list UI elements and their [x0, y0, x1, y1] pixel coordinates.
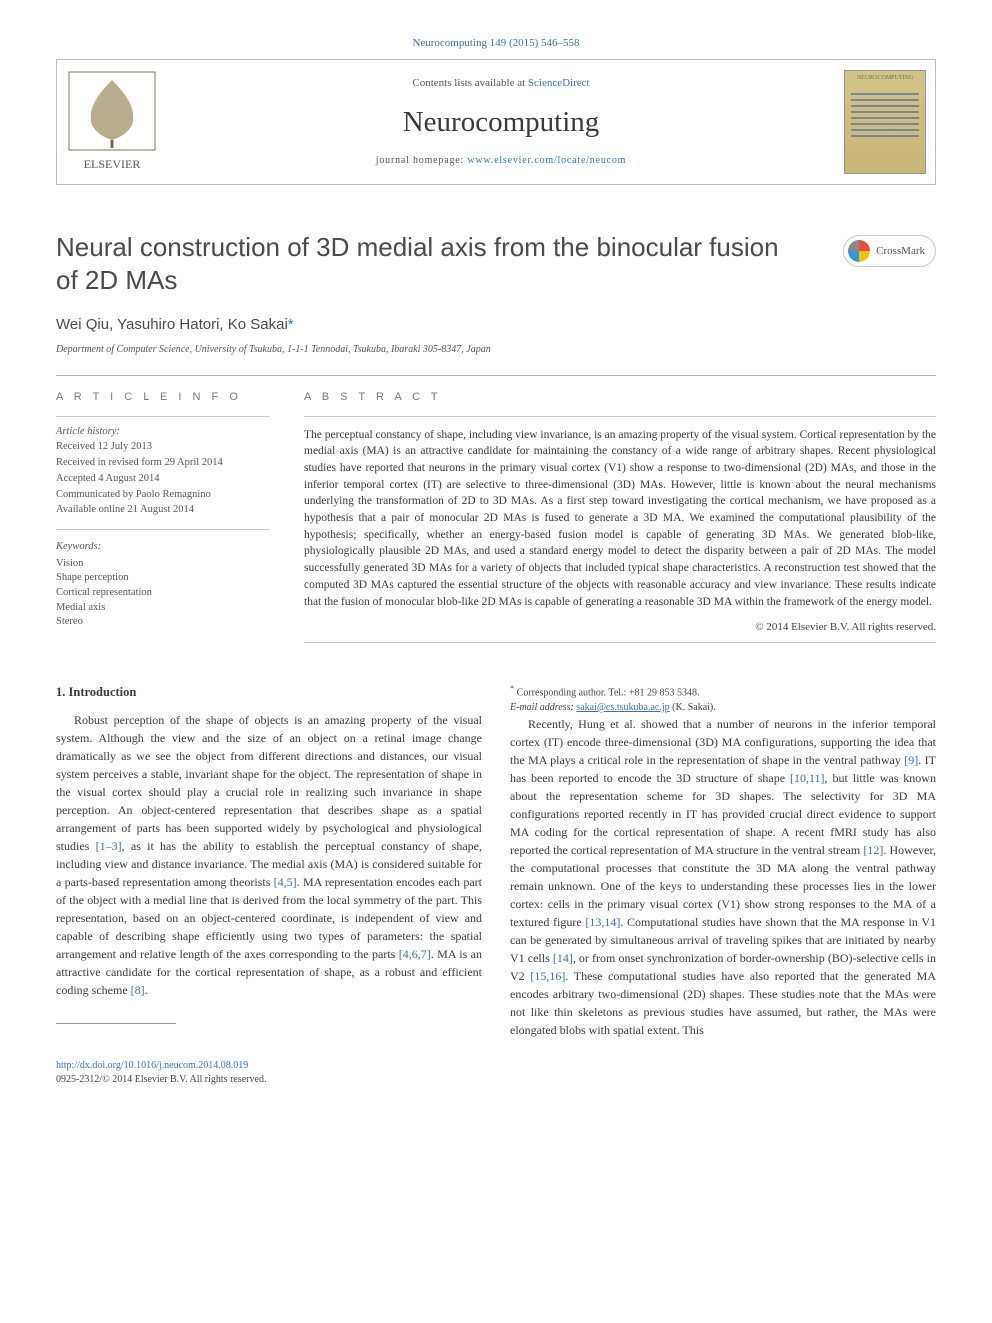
doi-link[interactable]: http://dx.doi.org/10.1016/j.neucom.2014.…	[56, 1060, 248, 1071]
journal-title: Neurocomputing	[403, 102, 600, 143]
email-footnote: E-mail address: sakai@cs.tsukuba.ac.jp (…	[510, 700, 936, 715]
ref-link[interactable]: [14]	[553, 951, 573, 965]
crossmark-label: CrossMark	[876, 244, 925, 259]
p1-e: .	[145, 983, 148, 997]
page: Neurocomputing 149 (2015) 546–558 ELSEVI…	[0, 0, 992, 1127]
article-info-heading: A R T I C L E I N F O	[56, 390, 270, 405]
cover-label: NEUROCOMPUTING	[845, 74, 925, 82]
corr-symbol: *	[510, 684, 514, 693]
abstract-text: The perceptual constancy of shape, inclu…	[304, 427, 936, 610]
authors-text: Wei Qiu, Yasuhiro Hatori, Ko Sakai	[56, 316, 288, 333]
history-revised: Received in revised form 29 April 2014	[56, 456, 270, 471]
body-columns: 1. Introduction Robust perception of the…	[56, 683, 936, 1039]
keyword-item: Medial axis	[56, 601, 270, 616]
keywords-label: Keywords:	[56, 540, 270, 555]
ref-link[interactable]: [1–3]	[96, 839, 122, 853]
rule-above-info	[56, 375, 936, 376]
history-label: Article history:	[56, 425, 270, 440]
ref-link[interactable]: [12]	[863, 843, 883, 857]
crossmark-icon	[848, 240, 870, 262]
ref-link[interactable]: [4,5]	[274, 875, 297, 889]
header-center: Contents lists available at ScienceDirec…	[167, 60, 835, 184]
p2-g: . These computational studies have also …	[510, 969, 936, 1037]
page-footer: http://dx.doi.org/10.1016/j.neucom.2014.…	[56, 1059, 936, 1087]
history-accepted: Accepted 4 August 2014	[56, 472, 270, 487]
author-list: Wei Qiu, Yasuhiro Hatori, Ko Sakai*	[56, 314, 936, 335]
ref-link[interactable]: [13,14]	[585, 915, 620, 929]
keyword-item: Stereo	[56, 615, 270, 630]
history-received: Received 12 July 2013	[56, 440, 270, 455]
ref-link[interactable]: [10,11]	[790, 771, 825, 785]
citation-line: Neurocomputing 149 (2015) 546–558	[56, 36, 936, 51]
abstract-column: A B S T R A C T The perceptual constancy…	[304, 390, 936, 642]
p2-a: Recently, Hung et al. showed that a numb…	[510, 717, 936, 767]
ref-link[interactable]: [15,16]	[530, 969, 565, 983]
abstract-heading: A B S T R A C T	[304, 390, 936, 405]
ref-link[interactable]: [4,6,7]	[399, 947, 431, 961]
abstract-copyright: © 2014 Elsevier B.V. All rights reserved…	[304, 620, 936, 635]
article-info-column: A R T I C L E I N F O Article history: R…	[56, 390, 270, 642]
elsevier-tree-icon: ELSEVIER	[67, 70, 157, 175]
keyword-item: Shape perception	[56, 571, 270, 586]
sciencedirect-link[interactable]: ScienceDirect	[528, 77, 590, 89]
email-label: E-mail address:	[510, 702, 576, 713]
history-online: Available online 21 August 2014	[56, 503, 270, 518]
history-communicated: Communicated by Paolo Remagnino	[56, 488, 270, 503]
corresponding-marker: *	[288, 316, 294, 333]
corr-text: Corresponding author. Tel.: +81 29 853 5…	[517, 687, 700, 698]
issn-line: 0925-2312/© 2014 Elsevier B.V. All right…	[56, 1073, 936, 1087]
journal-cover-thumb: NEUROCOMPUTING	[835, 60, 935, 184]
keyword-item: Vision	[56, 557, 270, 572]
keywords-block: Keywords: Vision Shape perception Cortic…	[56, 540, 270, 630]
article-title: Neural construction of 3D medial axis fr…	[56, 231, 806, 296]
ref-link[interactable]: [8]	[131, 983, 145, 997]
history-block: Article history: Received 12 July 2013 R…	[56, 417, 270, 530]
contents-list-line: Contents lists available at ScienceDirec…	[412, 76, 589, 91]
intro-para-1: Robust perception of the shape of object…	[56, 711, 482, 999]
homepage-link[interactable]: www.elsevier.com/locate/neucom	[467, 155, 626, 166]
keyword-item: Cortical representation	[56, 586, 270, 601]
homepage-line: journal homepage: www.elsevier.com/locat…	[376, 154, 626, 168]
abstract-rule-bottom	[304, 642, 936, 643]
journal-header: ELSEVIER Contents lists available at Sci…	[56, 59, 936, 185]
email-who: (K. Sakai).	[670, 702, 716, 713]
corr-author-footnote: * Corresponding author. Tel.: +81 29 853…	[510, 683, 936, 700]
cover-image: NEUROCOMPUTING	[844, 70, 926, 174]
p1-a: Robust perception of the shape of object…	[56, 713, 482, 853]
section-1-heading: 1. Introduction	[56, 683, 482, 702]
abstract-rule	[304, 416, 936, 417]
email-link[interactable]: sakai@cs.tsukuba.ac.jp	[576, 702, 669, 713]
elsevier-logo: ELSEVIER	[57, 60, 167, 184]
info-abstract-row: A R T I C L E I N F O Article history: R…	[56, 390, 936, 642]
affiliation: Department of Computer Science, Universi…	[56, 343, 936, 357]
contents-prefix: Contents lists available at	[412, 77, 527, 89]
svg-text:ELSEVIER: ELSEVIER	[84, 157, 141, 171]
crossmark-badge[interactable]: CrossMark	[826, 235, 936, 267]
homepage-prefix: journal homepage:	[376, 155, 468, 166]
footnote-separator	[56, 1023, 176, 1024]
footnote-block: * Corresponding author. Tel.: +81 29 853…	[510, 683, 936, 715]
intro-para-2: Recently, Hung et al. showed that a numb…	[510, 715, 936, 1039]
ref-link[interactable]: [9]	[904, 753, 918, 767]
